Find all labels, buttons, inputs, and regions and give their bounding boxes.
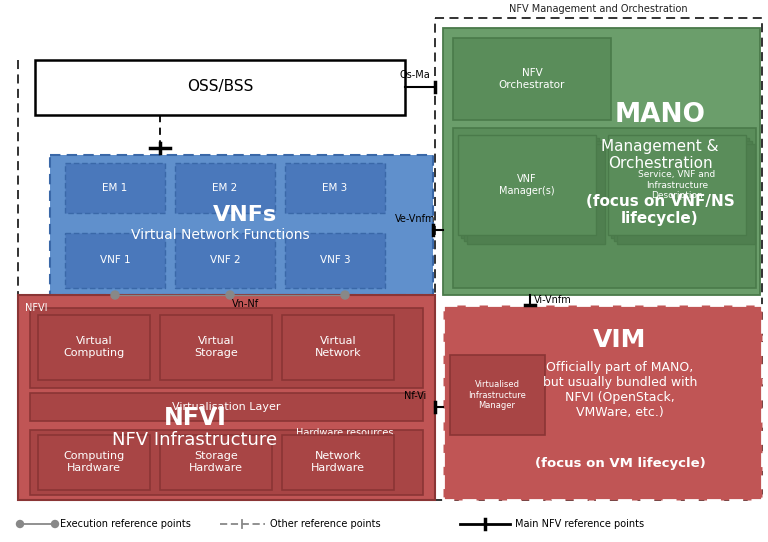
- Bar: [614, 141, 752, 241]
- Text: Ve-Vnfm: Ve-Vnfm: [395, 214, 435, 224]
- Text: Virtualised
Infrastructure
Manager: Virtualised Infrastructure Manager: [468, 380, 526, 410]
- Text: Other reference points: Other reference points: [270, 519, 381, 529]
- Circle shape: [226, 291, 234, 299]
- Text: VNFs: VNFs: [213, 205, 277, 225]
- Text: EM 1: EM 1: [102, 183, 127, 193]
- Bar: [65, 233, 165, 288]
- Text: Nf-Vi: Nf-Vi: [404, 391, 426, 401]
- Bar: [18, 295, 435, 500]
- Text: EM 3: EM 3: [323, 183, 348, 193]
- Text: NFVI: NFVI: [25, 303, 48, 313]
- Text: Storage
Hardware: Storage Hardware: [189, 451, 243, 473]
- Bar: [435, 18, 762, 500]
- Text: Virtual
Network: Virtual Network: [315, 336, 361, 358]
- Bar: [35, 60, 405, 115]
- Text: Hardware resources: Hardware resources: [296, 428, 393, 438]
- Text: VNF 3: VNF 3: [319, 255, 350, 265]
- Text: Os-Ma: Os-Ma: [399, 70, 430, 80]
- Bar: [458, 135, 596, 235]
- Bar: [50, 155, 433, 295]
- Bar: [30, 308, 423, 388]
- Bar: [453, 128, 756, 288]
- Text: Network
Hardware: Network Hardware: [311, 451, 365, 473]
- Circle shape: [16, 520, 24, 527]
- Bar: [65, 163, 165, 213]
- Bar: [464, 141, 602, 241]
- Bar: [467, 144, 605, 244]
- Text: VIM: VIM: [594, 328, 647, 352]
- Circle shape: [341, 291, 349, 299]
- Text: Management &
Orchestration: Management & Orchestration: [601, 139, 719, 171]
- Bar: [160, 435, 272, 490]
- Circle shape: [111, 291, 119, 299]
- Text: NFV Infrastructure: NFV Infrastructure: [112, 431, 277, 449]
- Text: VNF
Manager(s): VNF Manager(s): [499, 174, 554, 196]
- Text: Main NFV reference points: Main NFV reference points: [515, 519, 644, 529]
- Bar: [38, 435, 150, 490]
- Text: Vn-Nf: Vn-Nf: [231, 299, 259, 309]
- Bar: [30, 430, 423, 495]
- Bar: [38, 315, 150, 380]
- Text: Virtualisation Layer: Virtualisation Layer: [172, 402, 280, 412]
- Text: OSS/BSS: OSS/BSS: [187, 80, 253, 94]
- Text: Execution reference points: Execution reference points: [60, 519, 191, 529]
- Text: EM 2: EM 2: [213, 183, 237, 193]
- Bar: [282, 435, 394, 490]
- Circle shape: [51, 520, 58, 527]
- Bar: [443, 28, 760, 295]
- Text: Virtual Network Functions: Virtual Network Functions: [131, 228, 310, 242]
- Text: Virtual
Storage: Virtual Storage: [194, 336, 238, 358]
- Bar: [160, 315, 272, 380]
- Bar: [30, 393, 423, 421]
- Text: Virtual
Computing: Virtual Computing: [64, 336, 124, 358]
- Text: Officially part of MANO,
but usually bundled with
NFVI (OpenStack,
VMWare, etc.): Officially part of MANO, but usually bun…: [543, 361, 697, 419]
- Bar: [608, 135, 746, 235]
- Text: VNF 1: VNF 1: [100, 255, 131, 265]
- Bar: [461, 138, 599, 238]
- Text: MANO: MANO: [614, 102, 706, 128]
- Bar: [453, 38, 611, 120]
- Text: Service, VNF and
Infrastructure
Description: Service, VNF and Infrastructure Descript…: [638, 170, 716, 200]
- Text: (focus on VNF/NS
lifecycle): (focus on VNF/NS lifecycle): [586, 194, 734, 226]
- Bar: [175, 163, 275, 213]
- Bar: [611, 138, 749, 238]
- Bar: [450, 355, 545, 435]
- Text: VNF 2: VNF 2: [210, 255, 240, 265]
- Bar: [175, 233, 275, 288]
- Bar: [282, 315, 394, 380]
- Bar: [285, 163, 385, 213]
- Text: Vi-Vnfm: Vi-Vnfm: [534, 295, 571, 305]
- Bar: [285, 233, 385, 288]
- Text: (focus on VM lifecycle): (focus on VM lifecycle): [535, 456, 705, 469]
- Bar: [617, 144, 755, 244]
- Text: Computing
Hardware: Computing Hardware: [64, 451, 124, 473]
- Text: NFV Management and Orchestration: NFV Management and Orchestration: [508, 4, 687, 14]
- Bar: [443, 305, 762, 500]
- Text: NFVI: NFVI: [164, 406, 227, 430]
- Text: NFV
Orchestrator: NFV Orchestrator: [498, 68, 565, 90]
